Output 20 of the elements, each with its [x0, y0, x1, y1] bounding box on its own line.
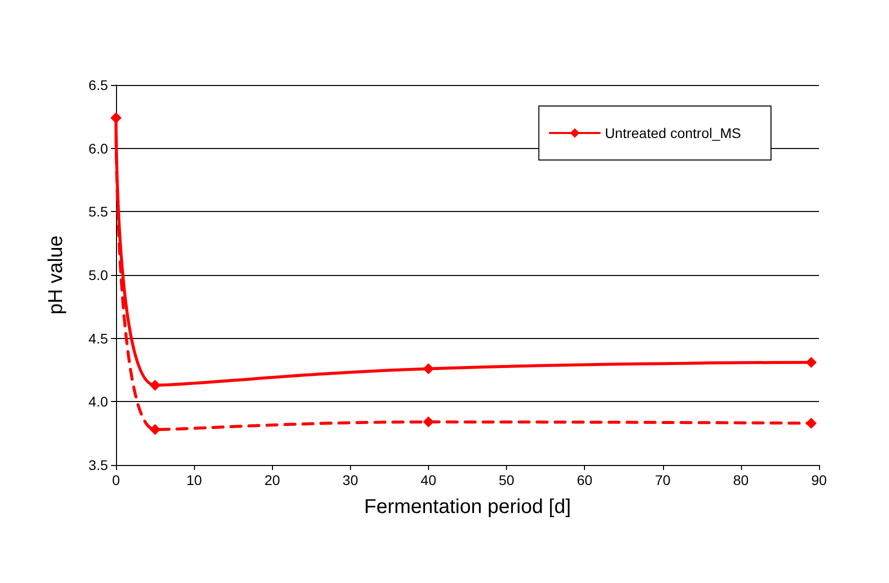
x-tick-label: 30 [342, 472, 358, 488]
legend-label: Untreated control_MS [604, 125, 742, 141]
y-tick-label: 5.5 [88, 204, 108, 220]
y-tick-label: 4.0 [88, 394, 108, 410]
x-tick-label: 80 [733, 472, 749, 488]
y-tick-label: 3.5 [88, 457, 108, 473]
y-tick-label: 5.0 [88, 267, 108, 283]
y-tick-label: 4.5 [88, 330, 108, 346]
x-tick-label: 90 [811, 472, 827, 488]
x-tick-label: 70 [654, 472, 671, 488]
y-tick-label: 6.0 [88, 140, 108, 156]
y-axis-title: pH value [45, 236, 67, 314]
x-axis-title: Fermentation period [d] [364, 496, 571, 518]
x-tick-label: 40 [420, 472, 436, 488]
y-tick-label: 6.5 [88, 77, 108, 93]
x-tick-label: 50 [498, 472, 515, 488]
x-tick-label: 10 [186, 472, 202, 488]
x-tick-label: 60 [576, 472, 593, 488]
x-tick-label: 0 [112, 472, 120, 488]
x-tick-label: 20 [264, 472, 280, 488]
